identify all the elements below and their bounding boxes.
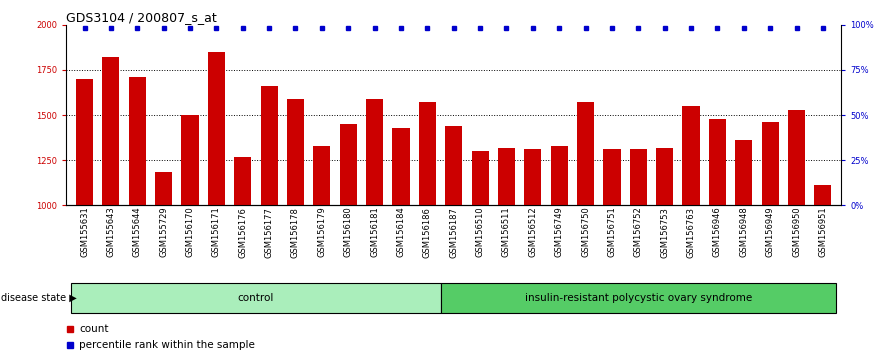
Bar <box>471 151 489 205</box>
Bar <box>761 122 779 205</box>
Bar <box>445 126 463 205</box>
Bar <box>788 110 805 205</box>
Bar <box>440 283 836 313</box>
Bar <box>551 146 567 205</box>
Bar <box>630 149 647 205</box>
Text: control: control <box>238 293 274 303</box>
Bar <box>287 99 304 205</box>
Bar <box>181 115 198 205</box>
Text: GDS3104 / 200807_s_at: GDS3104 / 200807_s_at <box>66 11 217 24</box>
Bar <box>234 156 251 205</box>
Bar <box>603 149 620 205</box>
Text: percentile rank within the sample: percentile rank within the sample <box>79 340 255 350</box>
Bar <box>498 148 515 205</box>
Bar <box>71 283 440 313</box>
Bar <box>76 79 93 205</box>
Bar <box>314 146 330 205</box>
Bar <box>656 148 673 205</box>
Bar <box>683 106 700 205</box>
Bar <box>736 140 752 205</box>
Text: disease state ▶: disease state ▶ <box>1 293 77 303</box>
Bar <box>261 86 278 205</box>
Bar <box>418 102 436 205</box>
Bar <box>129 77 146 205</box>
Bar <box>102 57 120 205</box>
Bar <box>366 99 383 205</box>
Bar <box>208 52 225 205</box>
Text: insulin-resistant polycystic ovary syndrome: insulin-resistant polycystic ovary syndr… <box>525 293 751 303</box>
Bar <box>814 185 832 205</box>
Bar <box>709 119 726 205</box>
Bar <box>524 149 542 205</box>
Bar <box>392 128 410 205</box>
Bar <box>340 124 357 205</box>
Bar <box>155 172 172 205</box>
Bar <box>577 102 594 205</box>
Text: count: count <box>79 324 108 334</box>
